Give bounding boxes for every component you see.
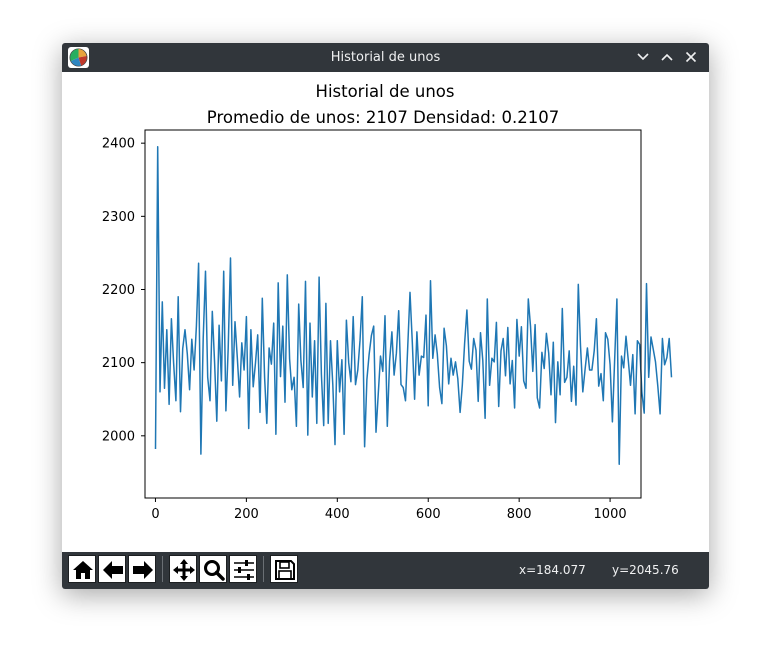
chevron-down-icon: [637, 53, 649, 61]
x-tick-label: 0: [151, 507, 159, 522]
back-button[interactable]: [98, 555, 126, 583]
y-tick-label: 2200: [102, 283, 135, 298]
series-line: [154, 146, 673, 466]
cursor-x-readout: x=184.077: [519, 563, 586, 577]
close-icon: [685, 51, 697, 63]
save-icon: [275, 560, 295, 580]
x-tick-label: 1000: [594, 507, 627, 522]
window-title: Historial de unos: [330, 50, 441, 65]
x-tick-label: 200: [234, 507, 259, 522]
chart-subtitle: Promedio de unos: 2107 Densidad: 0.2107: [207, 108, 559, 127]
axes-frame: [144, 129, 642, 499]
toolbar-separator: [263, 556, 264, 582]
forward-arrow-icon: [133, 561, 153, 579]
forward-button[interactable]: [128, 555, 156, 583]
y-tick-label: 2100: [102, 356, 135, 371]
maximize-button[interactable]: [658, 48, 676, 66]
home-button[interactable]: [68, 555, 96, 583]
configure-subplots-button[interactable]: [229, 555, 257, 583]
close-button[interactable]: [682, 48, 700, 66]
navigation-toolbar: x=184.077 y=2045.76: [62, 552, 709, 589]
zoom-icon: [204, 560, 225, 581]
line-chart: Historial de unos Promedio de unos: 2107…: [102, 82, 673, 522]
x-tick-label: 400: [325, 507, 350, 522]
plot-window: Historial de unos Historial de unos Prom…: [62, 43, 709, 589]
zoom-button[interactable]: [199, 555, 227, 583]
y-tick-label: 2400: [102, 137, 135, 152]
app-icon: [68, 47, 89, 68]
y-tick-label: 2300: [102, 210, 135, 225]
chart-title: Historial de unos: [316, 82, 455, 101]
pan-icon: [173, 559, 195, 581]
toolbar-separator: [162, 556, 163, 582]
figure-canvas[interactable]: Historial de unos Promedio de unos: 2107…: [65, 72, 706, 552]
window-titlebar[interactable]: Historial de unos: [62, 43, 709, 72]
chevron-up-icon: [661, 53, 673, 61]
cursor-y-readout: y=2045.76: [612, 563, 679, 577]
x-tick-label: 800: [507, 507, 532, 522]
save-button[interactable]: [270, 555, 298, 583]
x-tick-label: 600: [416, 507, 441, 522]
pan-button[interactable]: [169, 555, 197, 583]
y-tick-label: 2000: [102, 429, 135, 444]
home-icon: [73, 561, 93, 579]
configure-subplots-icon: [234, 560, 254, 580]
back-arrow-icon: [103, 561, 123, 579]
minimize-button[interactable]: [634, 48, 652, 66]
